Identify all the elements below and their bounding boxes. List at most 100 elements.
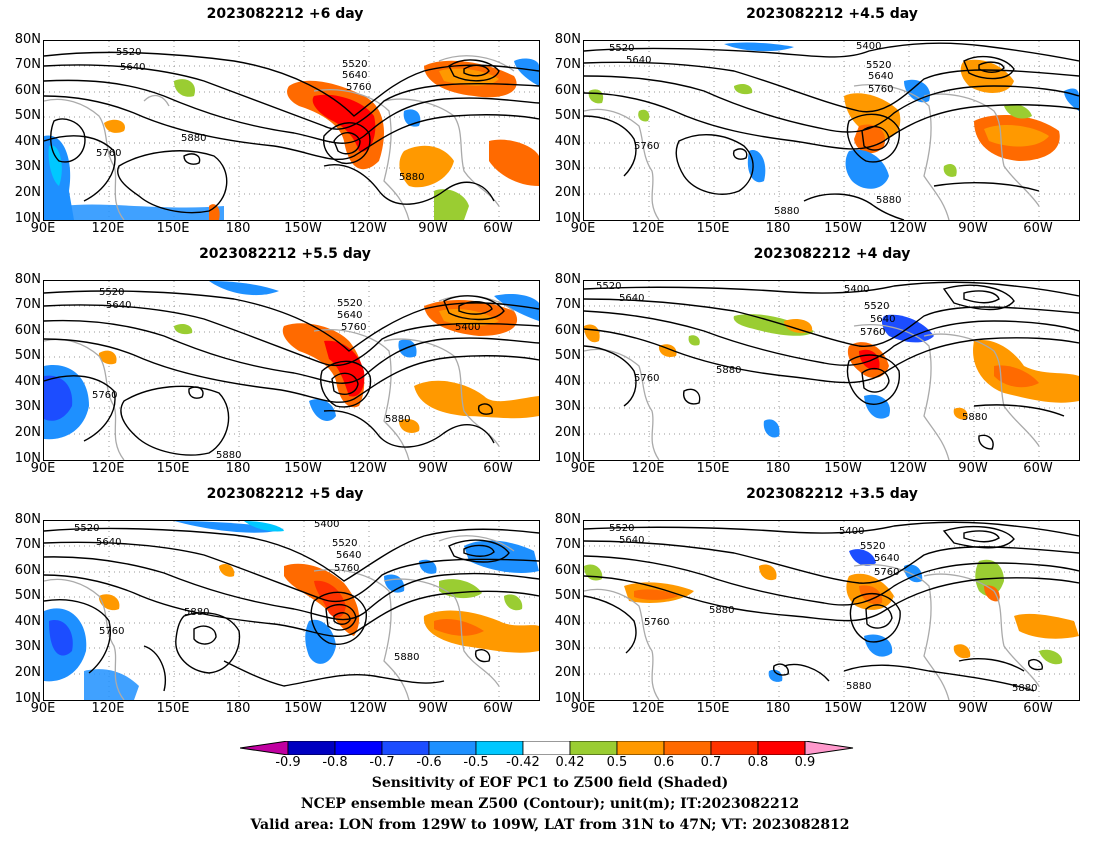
lon-tick-label: 60W: [1023, 461, 1053, 476]
lon-tick-label: 60W: [483, 461, 513, 476]
map-panel-3: 5520 5640 5760 5880 5520 5640 5760 5400 …: [43, 280, 540, 461]
svg-text:5880: 5880: [385, 414, 410, 425]
lon-tick-label: 60W: [483, 221, 513, 236]
lat-tick-label: 80N: [14, 272, 41, 287]
lat-tick-label: 10N: [14, 691, 41, 706]
svg-text:5520: 5520: [116, 47, 141, 58]
svg-text:5760: 5760: [92, 390, 117, 401]
colorbar-tick-label: 0.8: [747, 755, 769, 770]
lon-tick-label: 90E: [30, 701, 56, 716]
svg-text:5880: 5880: [716, 365, 741, 376]
lat-tick-label: 10N: [554, 211, 581, 226]
lat-tick-label: 70N: [554, 537, 581, 552]
svg-text:5760: 5760: [96, 148, 121, 159]
lon-tick-label: 180: [765, 461, 791, 476]
colorbar-segment: [287, 740, 336, 756]
lon-tick-label: 120E: [91, 701, 125, 716]
svg-text:5640: 5640: [342, 70, 367, 81]
colorbar-tick-label: 0.42: [555, 755, 585, 770]
colorbar-tick-label: -0.7: [369, 755, 395, 770]
lat-tick-label: 70N: [554, 57, 581, 72]
lon-tick-label: 90W: [418, 701, 448, 716]
lon-tick-label: 120E: [91, 221, 125, 236]
colorbar-tick-label: -0.42: [506, 755, 540, 770]
svg-text:5640: 5640: [120, 62, 145, 73]
colorbar-segment: [428, 740, 477, 756]
lon-tick-label: 90E: [30, 221, 56, 236]
lat-tick-label: 40N: [554, 134, 581, 149]
lat-tick-label: 10N: [554, 691, 581, 706]
lon-tick-label: 120W: [889, 221, 927, 236]
lat-tick-label: 40N: [14, 614, 41, 629]
svg-text:5520: 5520: [860, 541, 885, 552]
lat-tick-label: 80N: [14, 32, 41, 47]
lat-tick-label: 50N: [14, 348, 41, 363]
lon-tick-label: 120W: [349, 701, 387, 716]
svg-text:5880: 5880: [876, 195, 901, 206]
lat-tick-label: 50N: [14, 108, 41, 123]
map-panel-4: 5520 5640 5760 5880 5400 5520 5640 5760 …: [583, 280, 1080, 461]
svg-text:5880: 5880: [181, 133, 206, 144]
svg-text:5880: 5880: [216, 450, 241, 460]
panel-title-4: 2023082212 +4 day: [753, 246, 911, 262]
lon-tick-label: 120W: [889, 701, 927, 716]
colorbar-low-arrow: [239, 740, 289, 756]
svg-text:5520: 5520: [337, 298, 362, 309]
lat-tick-label: 20N: [554, 425, 581, 440]
lat-tick-label: 80N: [554, 272, 581, 287]
lon-tick-label: 150E: [696, 221, 730, 236]
svg-text:5880: 5880: [394, 652, 419, 663]
lon-tick-label: 150W: [824, 221, 862, 236]
lat-tick-label: 40N: [14, 134, 41, 149]
lat-tick-label: 60N: [14, 83, 41, 98]
lon-tick-label: 180: [225, 221, 251, 236]
colorbar-segment: [663, 740, 712, 756]
svg-text:5640: 5640: [619, 535, 644, 546]
lon-tick-label: 90E: [570, 461, 596, 476]
lat-tick-label: 20N: [14, 665, 41, 680]
lat-tick-label: 30N: [14, 639, 41, 654]
svg-text:5880: 5880: [1012, 683, 1037, 694]
lon-tick-label: 60W: [1023, 701, 1053, 716]
lat-tick-label: 40N: [554, 374, 581, 389]
panel-title-1: 2023082212 +6 day: [206, 6, 364, 22]
lon-tick-label: 120E: [631, 461, 665, 476]
colorbar-tick-label: -0.5: [463, 755, 489, 770]
lat-tick-label: 30N: [554, 399, 581, 414]
colorbar-segment: [381, 740, 430, 756]
lon-tick-label: 120E: [631, 221, 665, 236]
lon-tick-label: 120W: [349, 461, 387, 476]
lon-tick-label: 90W: [958, 461, 988, 476]
lat-tick-label: 10N: [554, 451, 581, 466]
svg-text:5520: 5520: [596, 281, 621, 292]
contour-labels-1: 5520 5640 5760 5880 5520 5640 5760 5880: [96, 47, 424, 183]
lat-tick-label: 50N: [14, 588, 41, 603]
svg-text:5640: 5640: [626, 55, 651, 66]
lon-tick-label: 180: [765, 221, 791, 236]
lon-tick-label: 150E: [156, 461, 190, 476]
lon-tick-label: 150W: [824, 461, 862, 476]
lat-tick-label: 60N: [554, 323, 581, 338]
colorbar-segment: [522, 740, 571, 756]
svg-text:5760: 5760: [634, 373, 659, 384]
svg-text:5640: 5640: [868, 71, 893, 82]
colorbar-tick-label: 0.7: [700, 755, 722, 770]
colorbar-tick-label: -0.6: [416, 755, 442, 770]
lat-tick-label: 30N: [554, 159, 581, 174]
svg-text:5640: 5640: [337, 310, 362, 321]
lat-tick-label: 70N: [14, 57, 41, 72]
colorbar-segment: [475, 740, 524, 756]
caption-line-2: NCEP ensemble mean Z500 (Contour); unit(…: [300, 796, 800, 812]
lat-tick-label: 10N: [14, 211, 41, 226]
colorbar-segment: [710, 740, 759, 756]
map-panel-6: 5520 5640 5760 5880 5400 5520 5640 5760 …: [583, 520, 1080, 701]
lon-tick-label: 120W: [889, 461, 927, 476]
colorbar-high-arrow: [804, 740, 854, 756]
svg-text:5400: 5400: [314, 521, 339, 530]
caption-line-3: Valid area: LON from 129W to 109W, LAT f…: [250, 817, 850, 833]
lat-tick-label: 70N: [554, 297, 581, 312]
lon-tick-label: 150E: [696, 461, 730, 476]
svg-text:5760: 5760: [634, 141, 659, 152]
lat-tick-label: 20N: [554, 665, 581, 680]
svg-text:5880: 5880: [709, 605, 734, 616]
